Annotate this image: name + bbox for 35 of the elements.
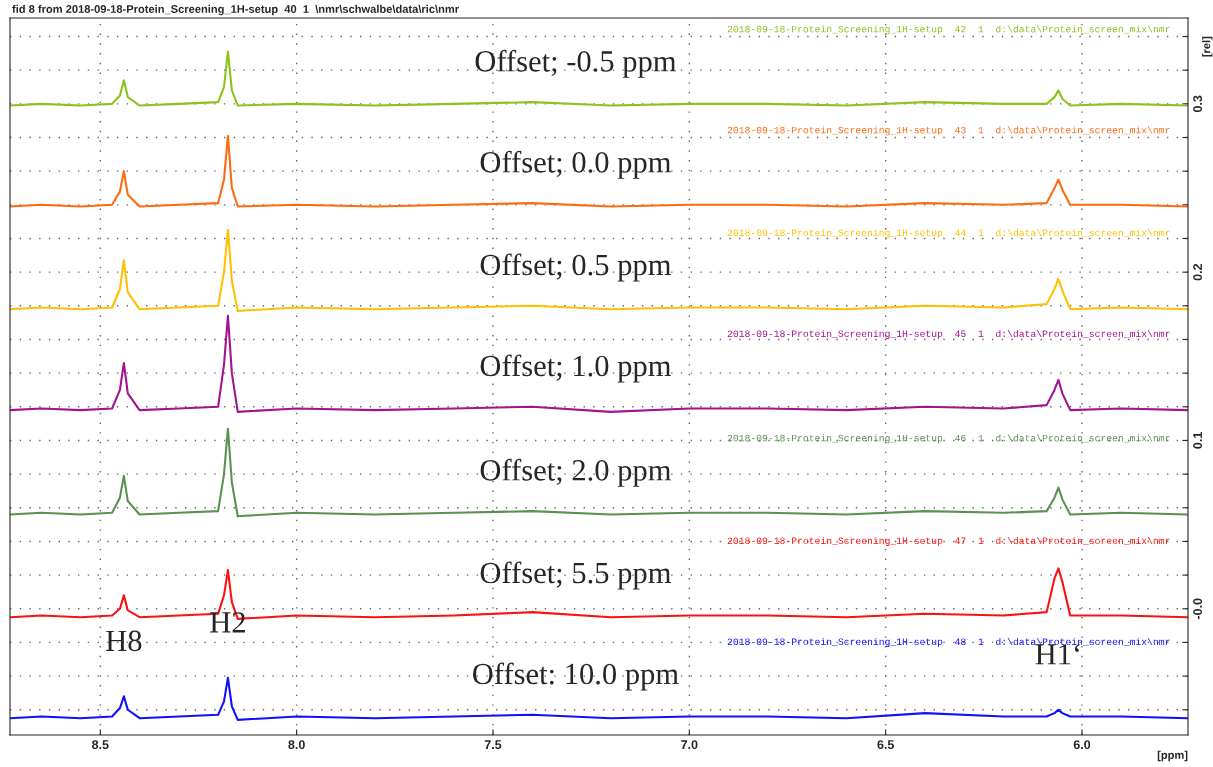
text: fid 8 from 2018-09-18-Protein_Screening_1H-setup 40 1 \nmr\schwalbe\data\ric\nmr: [12, 4, 459, 16]
y-tick-label: -0.0: [1193, 598, 1203, 620]
text: 2018-09-18-Protein_Screening_1H-setup 43 1 d:\data\Protein_screen_mix\nmr: [727, 126, 1170, 136]
x-tick-label: 6.0: [1073, 740, 1091, 750]
annotation: Offset; 0.0 ppm: [480, 150, 672, 179]
annotation: Offset; -0.5 ppm: [475, 49, 677, 78]
line-series: [10, 427, 1188, 518]
line-series: [10, 134, 1188, 208]
x-axis-title: [ppm]: [1157, 750, 1188, 762]
x-tick-label: 6.5: [877, 740, 894, 750]
annotation: H1‘: [1035, 644, 1080, 665]
y-tick-label: 0.3: [1193, 95, 1203, 113]
text: 2018-09-18-Protein_Screening_1H-setup 47 1 d:\data\Protein_screen_mix\nmr: [727, 536, 1170, 546]
text: 2018-09-18-Protein_Screening_1H-setup 48 1 d:\data\Protein_screen_mix\nmr: [727, 637, 1170, 647]
annotation: Offset; 0.5 ppm: [480, 253, 672, 282]
text: 2018-09-18-Protein_Screening_1H-setup 44 1 d:\data\Protein_screen_mix\nmr: [727, 228, 1170, 238]
text: 2018-09-18-Protein_Screening_1H-setup 46 1 d:\data\Protein_screen_mix\nmr: [727, 434, 1170, 444]
text: 2018-09-18-Protein_Screening_1H-setup 45 1 d:\data\Protein_screen_mix\nmr: [727, 329, 1170, 339]
annotation: Offset; 5.5 ppm: [480, 561, 672, 590]
annotation: H8: [106, 630, 142, 652]
x-tick-label: 8.5: [92, 740, 109, 750]
y-tick-label: 0.2: [1193, 263, 1203, 281]
line-series: [10, 50, 1188, 107]
x-tick-label: 7.5: [484, 740, 502, 750]
text: 2018-09-18-Protein_Screening_1H-setup 42 1 d:\data\Protein_screen_mix\nmr: [727, 25, 1170, 35]
annotation: Offset: 10.0 ppm: [473, 662, 679, 691]
annotation: Offset; 1.0 ppm: [480, 354, 672, 383]
annotation: Offset; 2.0 ppm: [480, 458, 672, 487]
x-tick-label: 8.0: [288, 740, 305, 750]
line-series: [10, 229, 1188, 312]
y-axis-title: [rel]: [1202, 36, 1213, 57]
y-tick-label: 0.1: [1193, 432, 1203, 449]
annotation: H2: [210, 612, 245, 633]
x-tick-label: 7.0: [681, 740, 698, 750]
line-series: [10, 314, 1188, 413]
